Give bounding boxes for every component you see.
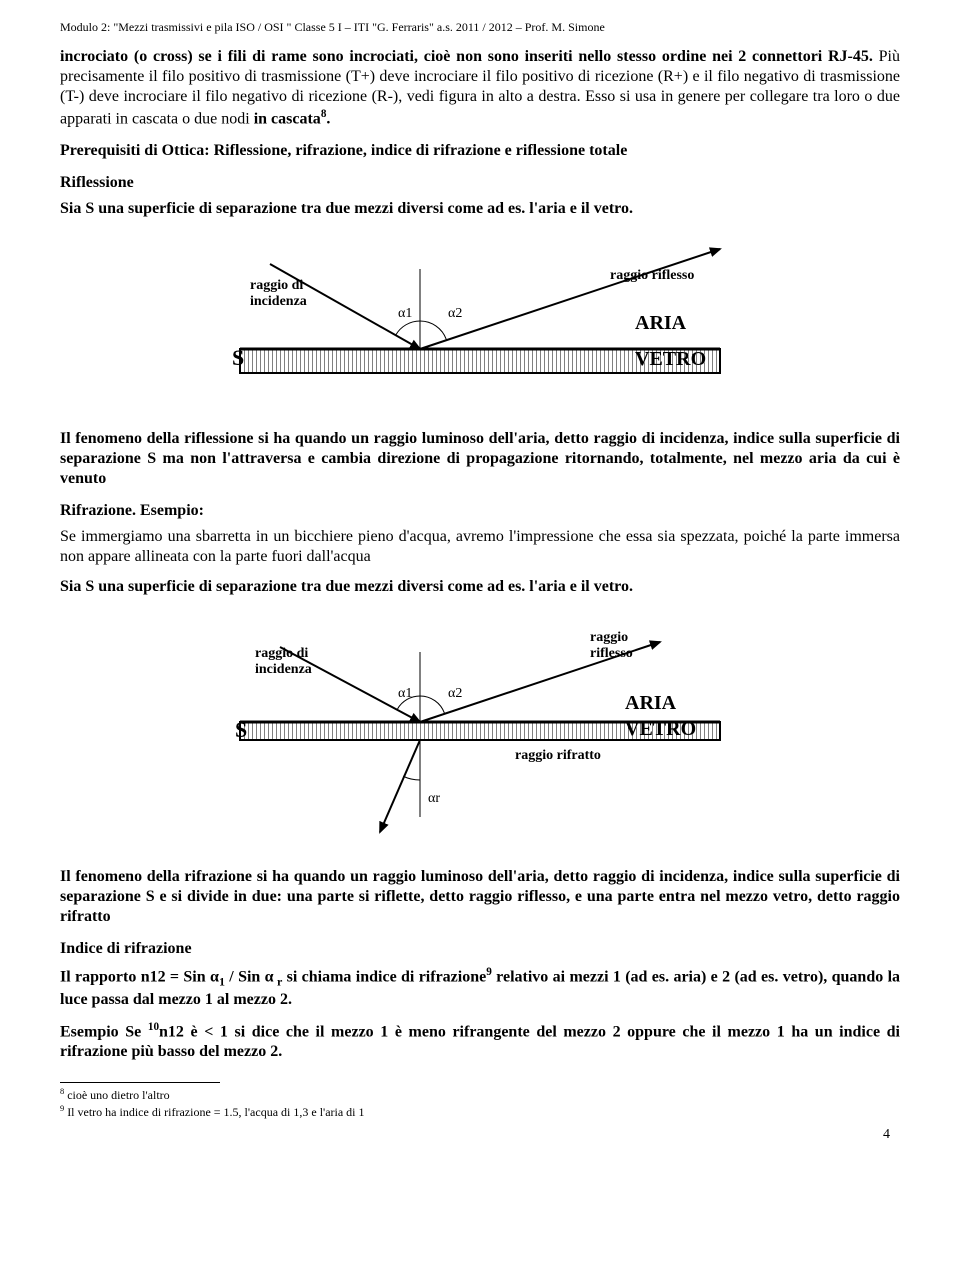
esempio-line: Esempio Se 10n12 è < 1 si dice che il me…: [60, 1020, 900, 1062]
riflessione-title: Riflessione: [60, 173, 900, 193]
intro-paragraph: incrociato (o cross) se i fili di rame s…: [60, 47, 900, 129]
svg-text:raggio di: raggio di: [255, 646, 308, 661]
footnote-8-text: cioè uno dietro l'altro: [64, 1088, 169, 1102]
svg-text:αr: αr: [428, 791, 440, 806]
svg-text:raggio riflesso: raggio riflesso: [610, 268, 694, 283]
svg-text:incidenza: incidenza: [255, 662, 312, 677]
svg-text:S: S: [232, 345, 244, 370]
intro-bold-tail: in cascata: [254, 110, 321, 127]
svg-text:α2: α2: [448, 686, 462, 701]
page-number: 4: [60, 1126, 900, 1144]
svg-text:ARIA: ARIA: [635, 312, 687, 334]
esempio-pre: Esempio Se: [60, 1023, 148, 1040]
intro-bold-prefix: incrociato (o cross) se i fili di rame s…: [60, 48, 879, 65]
rifrazione-paragraph: Il fenomeno della rifrazione si ha quand…: [60, 867, 900, 927]
page-header: Modulo 2: "Mezzi trasmissivi e pila ISO …: [60, 20, 900, 35]
svg-text:α1: α1: [398, 306, 412, 321]
svg-text:S: S: [235, 717, 247, 742]
footnote-8: 8 cioè uno dietro l'altro: [60, 1087, 900, 1104]
svg-text:VETRO: VETRO: [625, 718, 696, 740]
rifrazione-line: Sia S una superficie di separazione tra …: [60, 577, 900, 597]
svg-text:VETRO: VETRO: [635, 348, 706, 370]
svg-text:raggio di: raggio di: [250, 278, 303, 293]
rifrazione-example: Se immergiamo una sbarretta in un bicchi…: [60, 527, 900, 567]
indice-pre: Il rapporto n12 = Sin: [60, 969, 210, 986]
indice-subr: r: [274, 975, 283, 989]
footnote-9: 9 Il vetro ha indice di rifrazione = 1.5…: [60, 1104, 900, 1121]
rifrazione-title: Rifrazione. Esempio:: [60, 501, 900, 521]
svg-text:raggio rifratto: raggio rifratto: [515, 748, 601, 763]
figure-riflessione: α1 α2 raggio diincidenza raggio riflesso ARI…: [60, 239, 900, 409]
riflessione-paragraph: Il fenomeno della riflessione si ha quan…: [60, 429, 900, 489]
svg-text:α1: α1: [398, 686, 412, 701]
indice-alphar: α: [265, 969, 274, 986]
svg-text:α2: α2: [448, 306, 462, 321]
figure-rifrazione: α1 α2 αr raggio diincidenza raggioriflesso ra…: [60, 617, 900, 847]
svg-text:ARIA: ARIA: [625, 692, 677, 714]
esempio-rest: n12 è < 1 si dice che il mezzo 1 è meno …: [60, 1023, 900, 1060]
indice-alpha1: α: [210, 969, 219, 986]
footnote-separator: [60, 1082, 220, 1083]
svg-text:raggio: raggio: [590, 630, 628, 645]
svg-text:riflesso: riflesso: [590, 646, 633, 661]
svg-text:incidenza: incidenza: [250, 294, 307, 309]
prereq-title: Prerequisiti di Ottica: Riflessione, rif…: [60, 141, 900, 161]
indice-title: Indice di rifrazione: [60, 939, 900, 959]
footnote-9-text: Il vetro ha indice di rifrazione = 1.5, …: [64, 1105, 364, 1119]
indice-mid: / Sin: [225, 969, 265, 986]
riflessione-line: Sia S una superficie di separazione tra …: [60, 199, 900, 219]
indice-post1: si chiama indice di rifrazione: [282, 969, 486, 986]
intro-dot: .: [326, 110, 330, 127]
esempio-sup10: 10: [148, 1021, 159, 1033]
indice-line: Il rapporto n12 = Sin α1 / Sin α r si ch…: [60, 965, 900, 1010]
